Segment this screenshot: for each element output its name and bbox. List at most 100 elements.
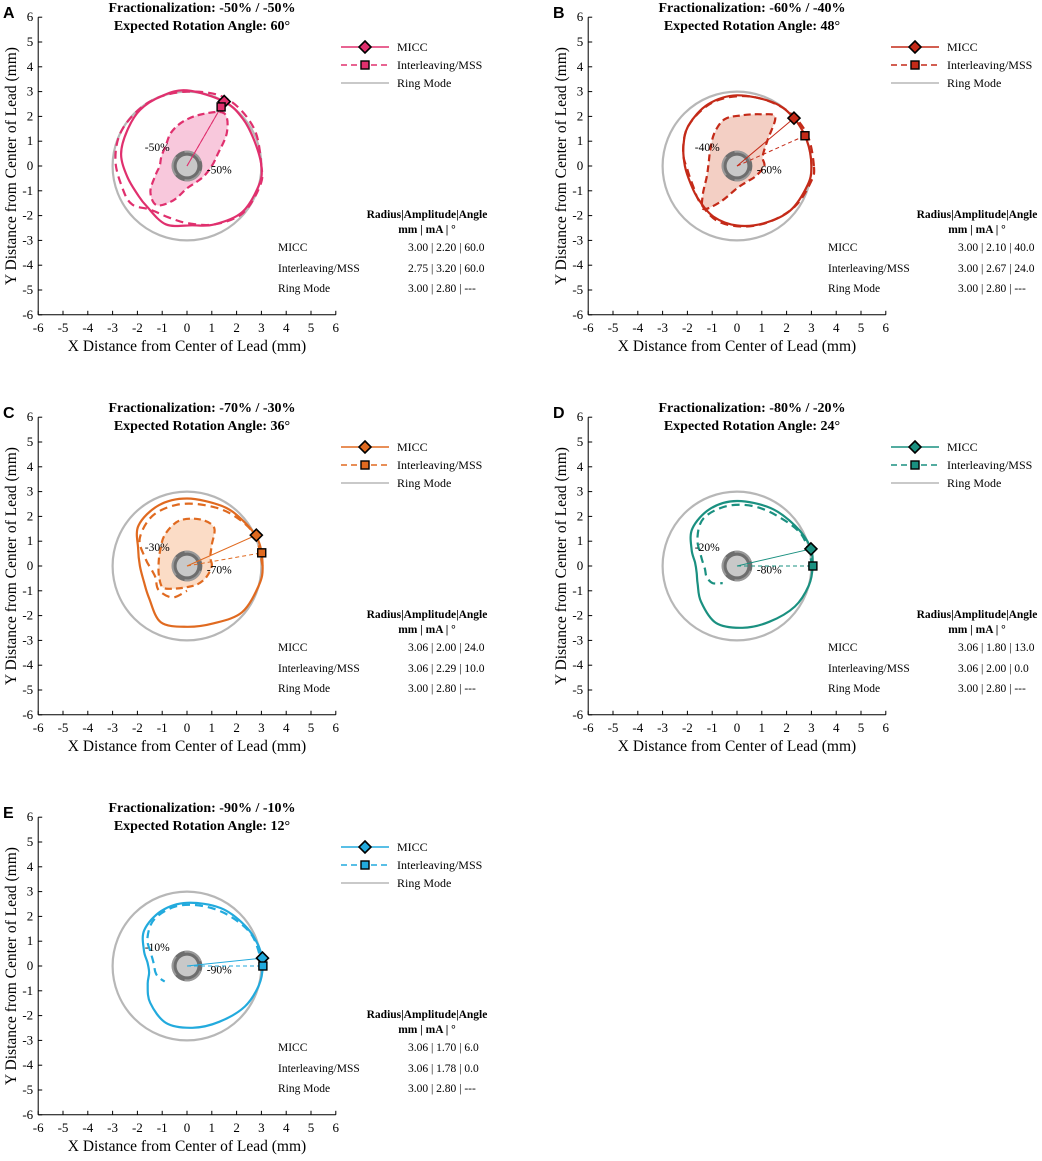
table-row-interleaving-values: 3.06 | 1.78 | 0.0: [408, 1063, 479, 1075]
table-row-micc-values: 3.06 | 1.80 | 13.0: [958, 642, 1035, 654]
legend-interleaving-label: Interleaving/MSS: [947, 58, 1032, 72]
micc-marker: [803, 541, 819, 557]
panel-letter: C: [3, 405, 15, 422]
legend-ring-label: Ring Mode: [397, 76, 451, 90]
table-row-ring-label: Ring Mode: [278, 1083, 330, 1095]
panel-b: B Fractionalization: -60% / -40% Expected …: [553, 1, 1037, 355]
x-tick-label: -6: [583, 320, 594, 335]
y-tick-label: 0: [27, 958, 34, 973]
x-tick-label: 5: [308, 320, 315, 335]
legend-micc-label: MICC: [947, 440, 978, 454]
panel-letter: B: [553, 5, 565, 22]
x-tick-label: 3: [258, 720, 265, 735]
micc-curve: [135, 497, 264, 628]
contact-label-right: -70%: [207, 564, 232, 576]
y-tick-label: 3: [27, 484, 34, 499]
x-tick-label: 6: [883, 320, 890, 335]
table-row-ring-values: 3.00 | 2.80 | ---: [958, 683, 1026, 695]
x-tick-label: 3: [808, 320, 815, 335]
y-tick-label: 4: [577, 59, 584, 74]
micc-curve: [689, 499, 814, 629]
legend-interleaving-label: Interleaving/MSS: [947, 458, 1032, 472]
x-tick-label: -1: [157, 320, 168, 335]
table-row-micc-label: MICC: [278, 1042, 308, 1054]
legend-micc-label: MICC: [947, 40, 978, 54]
table-row-ring-values: 3.00 | 2.80 | ---: [408, 683, 476, 695]
x-tick-label: -3: [107, 1120, 118, 1135]
legend-micc-label: MICC: [397, 840, 428, 854]
interleaving-curve: [138, 502, 264, 599]
lead-contact-segment: [734, 550, 752, 562]
x-tick-label: 6: [333, 320, 340, 335]
x-tick-label: -5: [58, 720, 69, 735]
y-tick-label: 5: [27, 434, 34, 449]
lead-contact-segment: [184, 950, 202, 962]
y-tick-label: -4: [22, 657, 33, 672]
x-tick-label: -2: [132, 720, 143, 735]
chart-title: Fractionalization: -80% / -20%: [658, 401, 845, 416]
x-tick-label: -1: [707, 320, 718, 335]
y-tick-label: -3: [22, 232, 33, 247]
table-row-ring-label: Ring Mode: [828, 283, 880, 295]
x-tick-label: -6: [33, 320, 44, 335]
interleaving-vector: [186, 552, 262, 567]
interleaving-curve: [146, 903, 264, 983]
y-tick-label: 1: [577, 533, 584, 548]
legend-ring-label: Ring Mode: [947, 476, 1001, 490]
x-tick-label: -2: [682, 720, 693, 735]
table-row-interleaving-values: 3.00 | 2.67 | 24.0: [958, 263, 1035, 275]
x-tick-label: 0: [734, 720, 741, 735]
panel-d: D Fractionalization: -80% / -20% Expected …: [553, 401, 1037, 755]
x-tick-label: 1: [209, 720, 216, 735]
legend-micc-marker: [907, 39, 923, 55]
table-row-interleaving-label: Interleaving/MSS: [828, 663, 910, 675]
x-tick-label: 1: [759, 320, 766, 335]
y-tick-label: 0: [27, 158, 34, 173]
micc-curve: [682, 94, 813, 228]
y-tick-label: 1: [27, 133, 34, 148]
contact-label-left: -20%: [695, 542, 720, 554]
y-tick-label: -1: [22, 983, 33, 998]
chart-subtitle: Expected Rotation Angle: 12°: [114, 819, 290, 834]
x-tick-label: -4: [632, 720, 643, 735]
micc-vector: [186, 957, 263, 967]
x-tick-label: 1: [209, 1120, 216, 1135]
x-tick-label: -6: [583, 720, 594, 735]
y-tick-label: -6: [22, 307, 33, 322]
legend-interleaving-marker: [910, 460, 920, 470]
y-tick-label: -4: [572, 257, 583, 272]
y-tick-label: -3: [22, 1032, 33, 1047]
x-tick-label: 2: [233, 1120, 240, 1135]
x-axis-label: X Distance from Center of Lead (mm): [68, 1138, 306, 1155]
y-tick-label: -5: [572, 682, 583, 697]
y-tick-label: -5: [22, 1082, 33, 1097]
x-axis-label: X Distance from Center of Lead (mm): [68, 738, 306, 755]
table-row-ring-label: Ring Mode: [278, 683, 330, 695]
y-tick-label: -1: [22, 583, 33, 598]
lead-contact-segment: [171, 156, 177, 176]
x-tick-label: 5: [858, 320, 865, 335]
y-tick-label: 2: [577, 108, 584, 123]
x-tick-label: -1: [157, 720, 168, 735]
x-tick-label: 3: [808, 720, 815, 735]
chart-subtitle: Expected Rotation Angle: 24°: [664, 419, 840, 434]
legend-micc-marker: [357, 839, 373, 855]
legend-micc-marker: [907, 439, 923, 455]
table-row-micc-label: MICC: [828, 642, 858, 654]
panel-letter: A: [3, 5, 15, 22]
contact-label-right: -80%: [757, 564, 782, 576]
x-tick-label: -6: [33, 720, 44, 735]
table-row-micc-label: MICC: [828, 242, 858, 254]
legend-micc-label: MICC: [397, 440, 428, 454]
y-tick-label: 2: [27, 508, 34, 523]
contact-label-right: -90%: [207, 964, 232, 976]
x-tick-label: -2: [132, 320, 143, 335]
y-axis-label: Y Distance from Center of Lead (mm): [3, 847, 20, 1085]
table-row-interleaving-label: Interleaving/MSS: [278, 1063, 360, 1075]
y-tick-label: 3: [27, 84, 34, 99]
lead-contact-segment: [734, 170, 752, 182]
y-tick-label: 4: [27, 459, 34, 474]
legend-interleaving-label: Interleaving/MSS: [397, 58, 482, 72]
legend-interleaving-marker: [360, 860, 370, 870]
